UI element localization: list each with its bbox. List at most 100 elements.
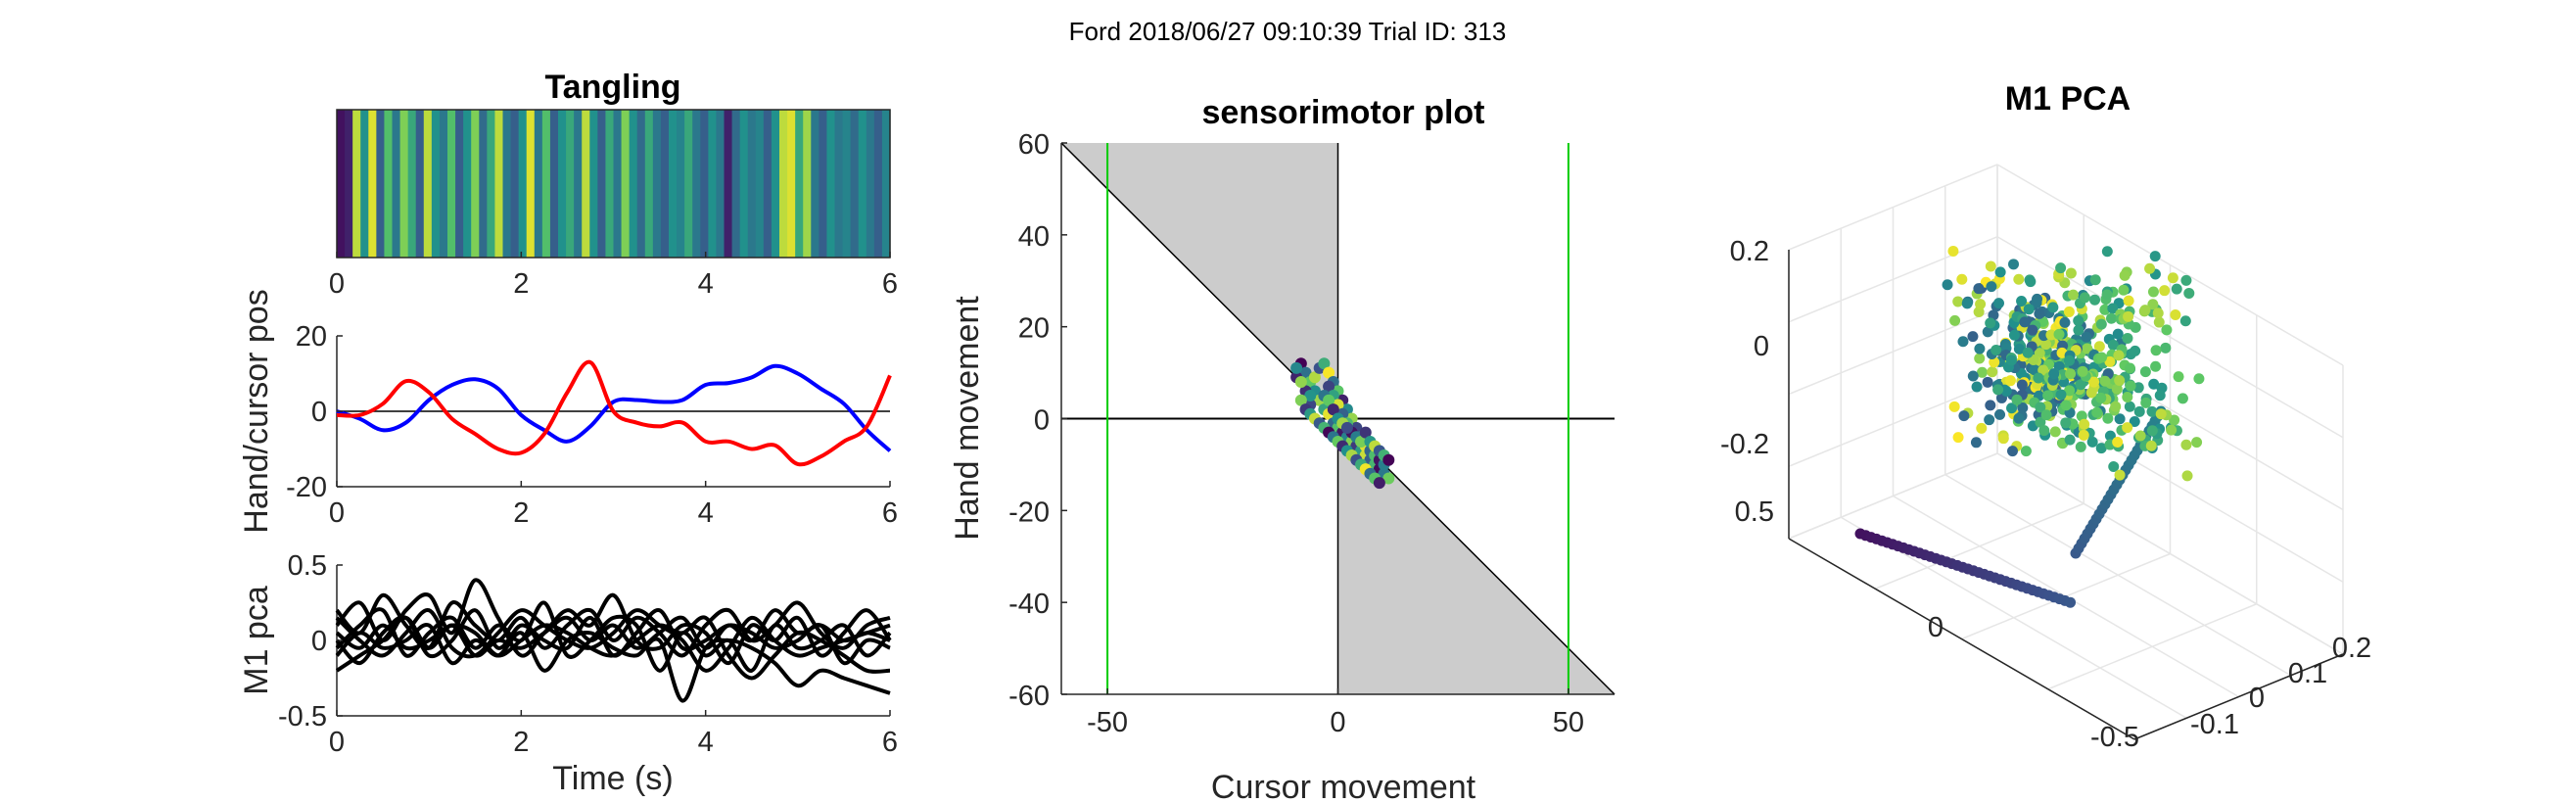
tangling-cell [700,110,709,258]
m1-pca-3d-point [2180,274,2192,286]
m1-pca-3d-point [1985,317,1996,329]
m1-pca-3d-point [2146,405,2158,417]
tangling-cell [716,110,726,258]
m1-pca-3d-point [1947,245,1959,257]
tangling-cell [811,110,820,258]
tangling-cell [684,110,693,258]
m1-pca-3d-point [2102,412,2114,424]
tangling-x-tick-label: 4 [698,268,714,300]
m1-pca-3d-x-tick-label: 0.5 [1735,496,1774,528]
tangling-cell [866,110,875,258]
m1-pca-time-plot: 0 2 4 60.50-0.5 M1 pca Time (s) [238,550,898,797]
tangling-cell [439,110,448,258]
m1-pca-series-line [335,608,891,673]
tangling-cell [368,110,377,258]
m1-pca-3d-point [2059,316,2071,328]
sensorimotor-point [1318,357,1331,370]
m1-pca-3d-z-tick-label: -0.2 [1720,429,1769,460]
tangling-axes-box [336,109,891,259]
m1-pca-3d-point [2111,383,2123,395]
m1-pca-3d-point [2180,439,2192,450]
sensorimotor-point [1294,375,1307,388]
m1-pca-3d-point [2082,343,2093,354]
tangling-cell [771,110,780,258]
m1-pca-3d-point [2114,413,2126,425]
m1-pca-3d-point [2177,393,2188,404]
tangling-cell [644,110,654,258]
hand-cursor-y-tick-label: 20 [296,321,327,353]
sensorimotor-x-tick-label: -50 [1087,707,1128,738]
sensorimotor-plot: sensorimotor plot -50 0 50 60 40 20 0 -20 -40 -60… [949,94,1616,803]
m1-pca-3d-point [2093,341,2105,353]
m1-pca-3d-point [2123,310,2134,322]
m1-pca-3d-point [2160,342,2172,354]
m1-pca-3d-points [1854,245,2205,608]
sensorimotor-point [1294,394,1307,406]
m1-pca-3d-point [2193,373,2205,385]
m1-pca-3d-point [2091,406,2103,418]
tangling-cell [692,110,701,258]
tangling-x-tick-label: 0 [329,268,345,300]
sensorimotor-point [1290,361,1303,374]
tangling-cell [337,110,346,258]
m1-pca-3d-point [2154,390,2166,402]
m1-pca-3d-point [2114,469,2126,481]
hand-cursor-x-tick-label: 0 [329,497,345,529]
m1-pca-3d-point [2139,305,2151,316]
m1-pca-3d-point [1997,433,2009,445]
m1-pca-3d-point [1958,410,1970,422]
m1-pca-3d-point [2124,362,2135,374]
m1-pca-3d-point [2077,365,2088,377]
m1-pca-3d-point [2013,273,2025,285]
tangling-cell [463,110,472,258]
m1-pca-3d-point [1967,331,1979,343]
m1-pca-3d-point [2159,285,2171,297]
sensorimotor-ylabel: Hand movement [949,296,986,541]
m1-pca-series-line [335,623,891,703]
m1-pca-series-line [335,578,892,666]
hand-cursor-y-tick-label: -20 [286,472,327,503]
sensorimotor-point [1308,371,1321,384]
tangling-cell [881,110,891,258]
sensorimotor-point [1299,366,1312,379]
sensorimotor-point [1323,394,1335,406]
m1-pca-3d-point [2108,460,2120,472]
sensorimotor-x-tick-label: 50 [1553,707,1584,738]
m1-pca-3d-point [2073,315,2084,327]
tangling-cell [621,110,631,258]
m1-pca-3d-point [2147,299,2159,310]
m1-pca-3d-point [2095,392,2107,403]
tangling-cell [803,110,812,258]
sensorimotor-point [1304,390,1317,402]
m1-pca-3d-point [2145,440,2157,451]
m1-pca-3d-point [2122,332,2133,344]
m1-pca-series-line [335,608,891,673]
tangling-cell [415,110,425,258]
m1-pca-3d-point [2153,316,2165,328]
m1-pca-3d-point [2079,292,2090,304]
hand-cursor-ylabel: Hand/cursor pos [238,289,275,533]
m1-pca-3d-point [2086,436,2098,448]
m1-pca-3d-point [1957,336,1969,348]
m1-pca-3d-point [2040,409,2052,421]
m1-pca-3d-point [2106,312,2118,324]
m1-pca-3d-point [2064,385,2076,397]
m1-pca-3d-point [2067,289,2079,301]
tangling-cell [724,110,733,258]
m1-pca-3d-point [2183,287,2195,299]
m1-pca-3d-point [1974,353,1986,364]
m1-pca-3d-point [2011,394,2023,405]
m1-pca-3d-point [2152,307,2164,319]
tangling-cell [795,110,804,258]
hand-cursor-x-tick-label: 6 [882,497,898,529]
m1-pca-3d-point [2119,269,2131,281]
m1-pca-3d-point [2114,374,2126,386]
figure-suptitle: Ford 2018/06/27 09:10:39 Trial ID: 313 [1069,17,1507,46]
m1-pca-3d-point [1976,422,1988,434]
m1-pca-3d-point [2095,443,2107,454]
tangling-x-tick-label: 2 [513,268,529,300]
m1-pca-3d-point [2150,360,2162,372]
m1-pca-3d-y-tick-label: 0 [2249,683,2265,714]
m1-pca-3d-point [1994,266,2006,278]
